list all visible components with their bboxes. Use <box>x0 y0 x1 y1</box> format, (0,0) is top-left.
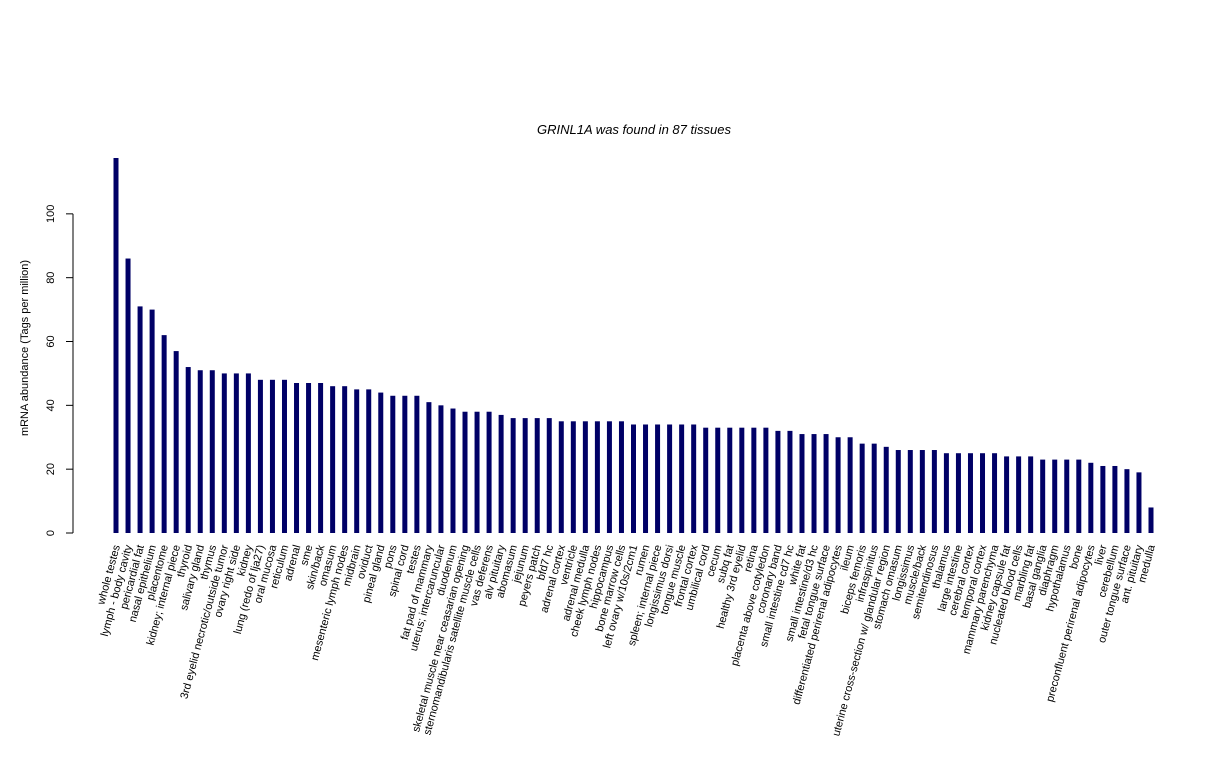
bar <box>438 405 444 533</box>
bar <box>450 408 456 533</box>
bar <box>967 453 973 533</box>
bar <box>522 418 528 533</box>
chart-title: GRINL1A was found in 87 tissues <box>537 122 731 137</box>
bar <box>943 453 949 533</box>
bar <box>847 437 853 533</box>
bar <box>113 158 119 533</box>
bar <box>342 386 348 533</box>
bar <box>739 427 745 533</box>
bar <box>691 424 697 533</box>
bar <box>294 383 300 533</box>
bar <box>751 427 757 533</box>
bar <box>727 427 733 533</box>
bar <box>558 421 564 533</box>
bar <box>137 306 143 533</box>
y-tick-label: 20 <box>45 463 57 475</box>
bar <box>679 424 685 533</box>
bar <box>390 395 396 533</box>
bar <box>149 309 155 533</box>
bar <box>462 411 468 533</box>
y-tick-label: 40 <box>45 399 57 411</box>
bar <box>414 395 420 533</box>
bar <box>631 424 636 533</box>
bar <box>510 418 516 533</box>
bar <box>1028 456 1034 533</box>
bar <box>546 418 552 533</box>
bar <box>306 383 312 533</box>
bar <box>197 370 203 533</box>
y-tick-label: 60 <box>45 335 57 347</box>
bar <box>330 386 336 533</box>
bar <box>366 389 372 533</box>
bar <box>378 392 384 533</box>
bar <box>534 418 540 533</box>
bar <box>1064 459 1070 533</box>
bar <box>257 379 263 533</box>
x-tick-label: liver <box>1093 543 1110 566</box>
bar <box>1148 507 1154 533</box>
bar <box>185 367 191 533</box>
bar <box>426 402 432 533</box>
bar <box>1088 462 1094 533</box>
bar <box>715 427 721 533</box>
bar <box>474 411 480 533</box>
bar <box>1100 465 1106 533</box>
bar <box>582 421 588 533</box>
bar <box>907 450 913 533</box>
y-tick-label: 100 <box>45 205 57 223</box>
bar <box>402 395 408 533</box>
bar <box>125 258 131 533</box>
bar <box>1052 459 1058 533</box>
bar <box>570 421 576 533</box>
y-tick-label: 0 <box>45 530 57 536</box>
bar <box>1136 472 1142 533</box>
bar <box>859 443 865 533</box>
bar <box>1004 456 1010 533</box>
x-tick-label: sme <box>298 544 315 567</box>
bar <box>281 379 287 533</box>
bar <box>221 373 227 533</box>
bar <box>1112 465 1118 533</box>
bar <box>980 453 986 533</box>
bar <box>161 335 167 533</box>
bar <box>1040 459 1046 533</box>
bar <box>233 373 239 533</box>
bar <box>799 434 805 533</box>
bar <box>209 370 215 533</box>
bar <box>775 430 781 533</box>
bar <box>618 421 624 533</box>
bar <box>269 379 275 533</box>
y-axis-label: mRNA abundance (Tags per million) <box>19 260 31 436</box>
bar <box>919 450 925 533</box>
bar <box>655 424 661 533</box>
bar <box>667 424 673 533</box>
bar <box>318 383 324 533</box>
bar <box>703 427 709 533</box>
bar <box>486 411 492 533</box>
bar <box>594 421 600 533</box>
bar <box>992 453 998 533</box>
bar <box>811 434 817 533</box>
bar <box>823 434 829 533</box>
bar <box>787 430 793 533</box>
bar <box>354 389 360 533</box>
bar <box>498 414 504 533</box>
bar <box>173 351 179 533</box>
bar <box>245 373 251 533</box>
y-tick-label: 80 <box>45 272 57 284</box>
bar <box>895 450 901 533</box>
bar <box>871 443 877 533</box>
bar <box>643 424 649 533</box>
bar <box>931 450 937 533</box>
bar <box>883 446 889 533</box>
bar <box>835 437 841 533</box>
bar <box>606 421 612 533</box>
bar <box>1016 456 1022 533</box>
bar <box>1124 469 1130 533</box>
bar <box>1076 459 1082 533</box>
bar <box>955 453 961 533</box>
bar <box>763 427 769 533</box>
